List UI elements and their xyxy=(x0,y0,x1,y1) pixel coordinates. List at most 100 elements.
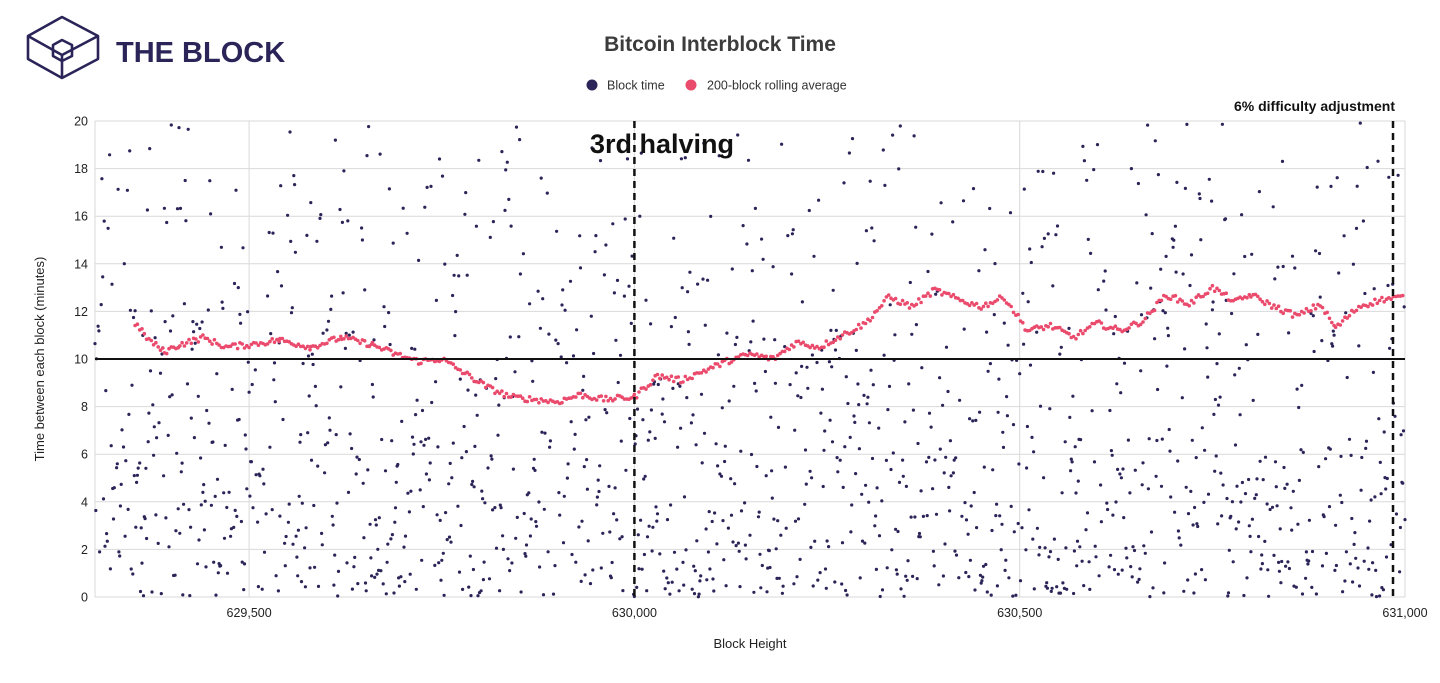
block-time-point xyxy=(911,574,915,579)
rolling-average-point xyxy=(875,309,879,313)
block-time-point xyxy=(813,539,817,543)
block-time-point xyxy=(1348,562,1352,566)
block-time-point xyxy=(644,298,648,302)
block-time-point xyxy=(1226,591,1231,595)
block-time-point xyxy=(195,562,200,566)
block-time-point xyxy=(1163,561,1167,565)
legend-label-rolling-average: 200-block rolling average xyxy=(707,79,847,93)
block-time-point xyxy=(223,443,227,447)
block-time-point xyxy=(1105,501,1109,505)
block-time-point xyxy=(888,303,892,307)
block-time-point xyxy=(639,518,643,522)
block-time-point xyxy=(367,125,371,129)
block-time-point xyxy=(496,433,500,437)
block-time-point xyxy=(895,572,899,576)
block-time-point xyxy=(514,536,518,540)
block-time-point xyxy=(836,470,840,474)
block-time-point xyxy=(560,303,564,307)
block-time-point xyxy=(828,418,832,422)
block-time-point xyxy=(1384,555,1389,559)
rolling-average-point xyxy=(919,300,923,305)
block-time-point xyxy=(1003,568,1007,573)
rolling-average-point xyxy=(1021,320,1025,325)
block-time-point xyxy=(1250,517,1254,521)
block-time-point xyxy=(192,436,196,440)
block-time-point xyxy=(339,385,343,389)
block-time-point xyxy=(933,458,937,462)
rolling-average-point xyxy=(951,292,956,297)
block-time-point xyxy=(677,589,681,593)
block-time-point xyxy=(1096,288,1100,292)
block-time-point xyxy=(1042,236,1046,240)
block-time-point xyxy=(1341,590,1345,594)
block-time-point xyxy=(926,269,930,274)
block-time-point xyxy=(1071,394,1075,398)
block-time-point xyxy=(536,289,540,293)
block-time-point xyxy=(234,188,238,192)
rolling-average-point xyxy=(240,342,244,346)
rolling-average-point xyxy=(690,376,694,381)
rolling-average-point xyxy=(1113,324,1118,329)
block-time-point xyxy=(448,461,452,465)
block-time-point xyxy=(706,278,710,282)
block-time-point xyxy=(930,232,934,236)
block-time-point xyxy=(665,518,670,522)
block-time-point xyxy=(464,450,468,454)
reference-lines xyxy=(95,121,1405,597)
block-time-point xyxy=(558,513,562,517)
block-time-point xyxy=(531,379,535,383)
block-time-point xyxy=(650,549,654,553)
block-time-point xyxy=(410,435,415,439)
block-time-point xyxy=(293,250,297,254)
block-time-point xyxy=(800,364,804,368)
annotation-difficulty-adjustment: 6% difficulty adjustment xyxy=(1234,98,1395,114)
block-time-point xyxy=(844,588,848,593)
block-time-point xyxy=(983,248,987,252)
block-time-point xyxy=(689,421,694,425)
rolling-average-point xyxy=(882,299,886,303)
block-time-point xyxy=(1398,525,1402,530)
block-time-point xyxy=(330,514,334,518)
block-time-point xyxy=(239,321,243,325)
block-time-point xyxy=(635,585,639,590)
block-time-point xyxy=(384,592,388,596)
rolling-average-point xyxy=(1224,291,1228,296)
rolling-average-point xyxy=(1338,323,1343,327)
block-time-point xyxy=(867,500,871,504)
block-time-point xyxy=(1235,484,1239,488)
block-time-point xyxy=(1085,511,1090,515)
block-time-point xyxy=(1403,518,1407,522)
block-time-point xyxy=(1131,545,1135,549)
rolling-average-point xyxy=(270,337,275,341)
rolling-average-point xyxy=(1002,298,1007,302)
block-time-point xyxy=(984,562,988,567)
block-time-point xyxy=(528,302,532,306)
block-time-point xyxy=(750,269,754,273)
block-time-point xyxy=(1000,522,1004,526)
block-time-point xyxy=(684,548,688,552)
block-time-point xyxy=(824,586,828,590)
block-time-point xyxy=(1031,537,1035,541)
block-time-point xyxy=(288,130,292,134)
rolling-average-point xyxy=(481,380,486,385)
block-time-point xyxy=(1279,581,1283,585)
block-time-point xyxy=(1129,167,1133,171)
block-time-point xyxy=(494,546,499,550)
block-time-point xyxy=(134,525,138,529)
block-time-point xyxy=(1059,345,1063,349)
rolling-average-point xyxy=(808,345,812,350)
block-time-point xyxy=(711,577,715,581)
block-time-point xyxy=(818,571,822,575)
block-time-point xyxy=(1109,449,1113,453)
block-time-point xyxy=(808,469,812,473)
block-time-point xyxy=(597,489,601,494)
block-time-point xyxy=(1239,500,1243,504)
block-time-point xyxy=(761,257,765,261)
block-time-point xyxy=(340,220,344,224)
block-time-point xyxy=(369,556,373,560)
block-time-point xyxy=(168,395,172,399)
block-time-point xyxy=(97,329,101,333)
block-time-point xyxy=(716,464,720,468)
block-time-point xyxy=(1207,177,1211,181)
block-time-point xyxy=(769,415,773,419)
